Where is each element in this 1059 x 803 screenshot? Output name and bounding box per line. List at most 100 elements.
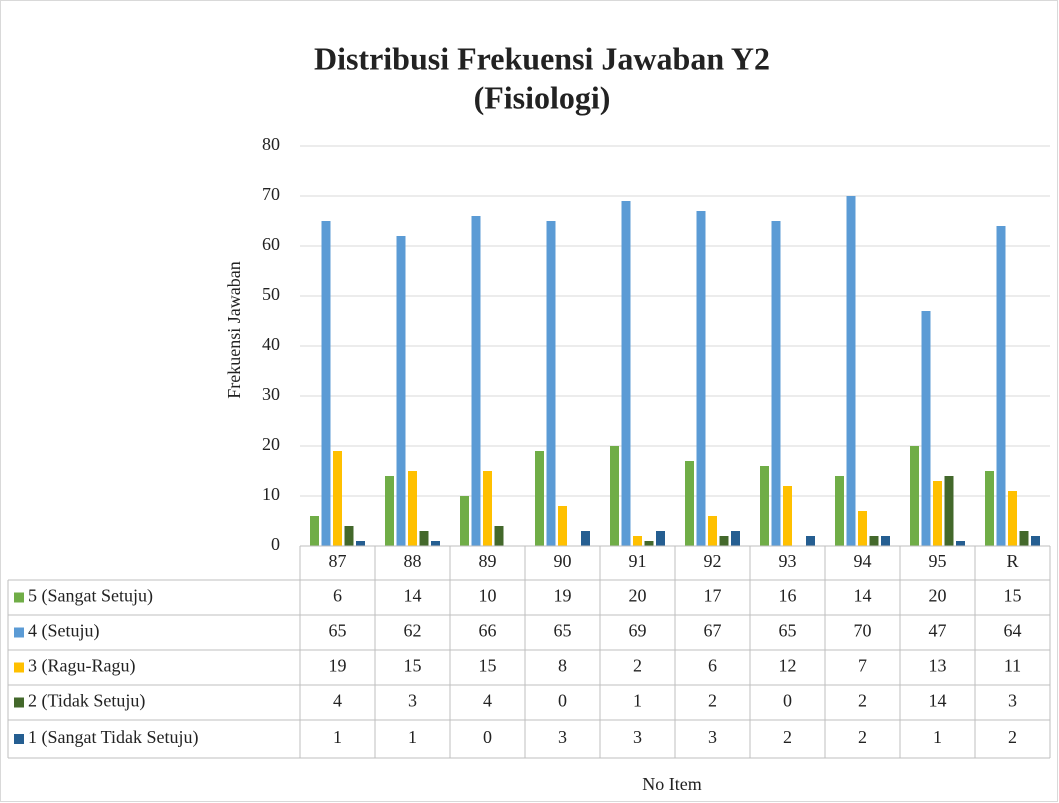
y-tick-label: 30: [262, 384, 280, 404]
bar: [546, 221, 556, 546]
table-cell: 15: [479, 656, 497, 676]
bar: [783, 486, 792, 546]
bar: [858, 511, 867, 546]
table-cell: 2: [633, 656, 642, 676]
bar: [944, 476, 954, 546]
table-cell: 4: [333, 691, 342, 711]
table-cell: 1: [333, 727, 342, 747]
legend-key: [14, 697, 24, 708]
table-cell: 19: [329, 656, 347, 676]
bar: [396, 236, 406, 546]
bar: [708, 516, 717, 546]
table-cell: 10: [479, 586, 497, 606]
bar: [835, 476, 844, 546]
y-tick-label: 70: [262, 184, 280, 204]
bar: [760, 466, 769, 546]
table-cell: 3: [408, 691, 417, 711]
bar: [385, 476, 394, 546]
bar: [494, 526, 504, 546]
bar: [696, 211, 706, 546]
y-tick-label: 20: [262, 434, 280, 454]
x-tick-label: 93: [779, 551, 797, 571]
table-cell: 3: [633, 727, 642, 747]
x-tick-label: 92: [704, 551, 722, 571]
table-cell: 16: [779, 586, 797, 606]
legend-label: 2 (Tidak Setuju): [28, 691, 145, 712]
y-tick-label: 0: [271, 534, 280, 554]
bar: [483, 471, 492, 546]
bar: [581, 531, 590, 546]
table-cell: 4: [483, 691, 492, 711]
table-cell: 65: [779, 621, 797, 641]
table-cell: 69: [629, 621, 647, 641]
y-tick-label: 40: [262, 334, 280, 354]
table-cell: 0: [483, 727, 492, 747]
bar: [956, 541, 965, 546]
table-cell: 66: [479, 621, 497, 641]
legend-label: 1 (Sangat Tidak Setuju): [28, 727, 199, 748]
table-cell: 2: [783, 727, 792, 747]
x-axis-label: No Item: [642, 774, 701, 794]
y-tick-label: 60: [262, 234, 280, 254]
bar: [1019, 531, 1029, 546]
x-tick-label: 95: [929, 551, 947, 571]
bar: [344, 526, 354, 546]
table-cell: 11: [1004, 656, 1021, 676]
y-tick-label: 10: [262, 484, 280, 504]
table-cell: 62: [404, 621, 422, 641]
table-cell: 64: [1004, 621, 1022, 641]
x-tick-label: 94: [854, 551, 872, 571]
bar: [996, 226, 1006, 546]
x-tick-label: 87: [329, 551, 347, 571]
bar: [644, 541, 654, 546]
bar: [869, 536, 879, 546]
legend-key: [14, 662, 24, 673]
bar: [685, 461, 694, 546]
bar: [910, 446, 919, 546]
bar: [633, 536, 642, 546]
table-cell: 2: [708, 691, 717, 711]
bar: [846, 196, 856, 546]
bar: [535, 451, 544, 546]
table-cell: 19: [554, 586, 572, 606]
bar: [1031, 536, 1040, 546]
table-cell: 47: [929, 621, 947, 641]
bar: [921, 311, 931, 546]
bar: [333, 451, 342, 546]
chart-title: (Fisiologi): [474, 79, 611, 115]
bar: [731, 531, 740, 546]
bar: [408, 471, 417, 546]
y-tick-label: 80: [262, 134, 280, 154]
x-tick-label: 91: [629, 551, 647, 571]
bar: [1008, 491, 1017, 546]
x-tick-label: 88: [404, 551, 422, 571]
y-tick-label: 50: [262, 284, 280, 304]
table-cell: 8: [558, 656, 567, 676]
table-cell: 3: [708, 727, 717, 747]
bar: [558, 506, 567, 546]
table-cell: 2: [1008, 727, 1017, 747]
table-cell: 65: [554, 621, 572, 641]
legend-key: [14, 734, 24, 744]
bar: [610, 446, 619, 546]
table-cell: 0: [558, 691, 567, 711]
table-cell: 1: [633, 691, 642, 711]
legend-label: 5 (Sangat Setuju): [28, 586, 153, 607]
table-cell: 67: [704, 621, 722, 641]
bar: [621, 201, 631, 546]
table-cell: 6: [333, 586, 342, 606]
table-cell: 20: [929, 586, 947, 606]
bar: [985, 471, 994, 546]
chart-title: Distribusi Frekuensi Jawaban Y2: [314, 40, 770, 76]
bar: [431, 541, 440, 546]
bar: [471, 216, 481, 546]
table-cell: 14: [854, 586, 872, 606]
table-cell: 7: [858, 656, 867, 676]
table-cell: 17: [704, 586, 722, 606]
table-cell: 2: [858, 691, 867, 711]
table-cell: 12: [779, 656, 797, 676]
table-cell: 13: [929, 656, 947, 676]
table-cell: 14: [404, 586, 422, 606]
bar: [933, 481, 942, 546]
